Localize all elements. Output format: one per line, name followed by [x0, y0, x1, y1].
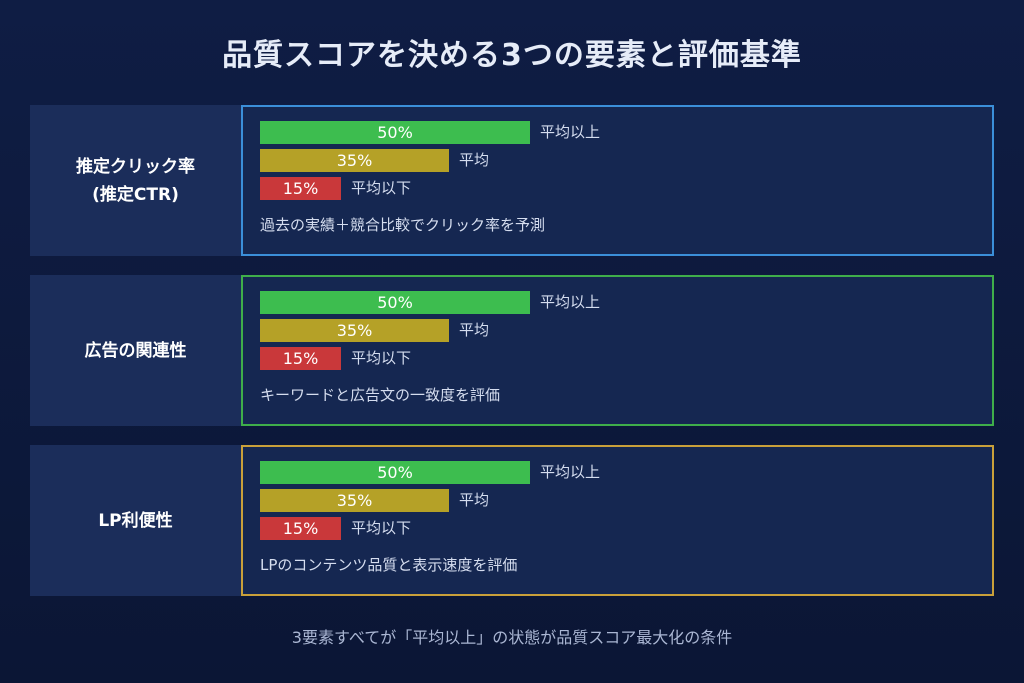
bar-average: 35% [260, 319, 449, 342]
bar-category-label: 平均以下 [351, 519, 412, 537]
bar-value-label: 35% [336, 321, 373, 340]
factor-label-box: 広告の関連性 [30, 275, 241, 426]
factor-panel: 50% 平均以上 35% 平均 15% 平均以下 LPのコンテンツ品質と表示速度… [241, 445, 994, 596]
bar-category-label: 平均以上 [540, 463, 601, 481]
bar-category-label: 平均 [459, 321, 490, 339]
factor-panel: 50% 平均以上 35% 平均 15% 平均以下 過去の実績＋競合比較でクリック… [241, 105, 994, 256]
bar-category-label: 平均 [459, 151, 490, 169]
bar-above-average: 50% [260, 291, 530, 314]
bar-value-label: 50% [377, 293, 413, 312]
bar-average: 35% [260, 149, 449, 172]
bar-above-average: 50% [260, 461, 530, 484]
bar-value-label: 15% [282, 349, 319, 368]
bar-below-average: 15% [260, 517, 341, 540]
bar-above-average: 50% [260, 121, 530, 144]
bar-value-label: 35% [336, 491, 373, 510]
bar-below-average: 15% [260, 177, 341, 200]
factor-description: 過去の実績＋競合比較でクリック率を予測 [260, 216, 546, 234]
factor-label-line: 推定クリック率 [76, 156, 195, 177]
bar-value-label: 35% [336, 151, 373, 170]
bar-category-label: 平均以下 [351, 179, 412, 197]
bar-category-label: 平均以上 [540, 123, 601, 141]
bar-value-label: 15% [282, 179, 319, 198]
bar-category-label: 平均以上 [540, 293, 601, 311]
bar-value-label: 15% [282, 519, 319, 538]
factor-description: キーワードと広告文の一致度を評価 [260, 386, 501, 404]
bar-value-label: 50% [377, 463, 413, 482]
factor-description: LPのコンテンツ品質と表示速度を評価 [260, 556, 518, 574]
factor-label-box: LP利便性 [30, 445, 241, 596]
factor-panel: 50% 平均以上 35% 平均 15% 平均以下 キーワードと広告文の一致度を評… [241, 275, 994, 426]
bar-category-label: 平均 [459, 491, 490, 509]
factor-lp: LP利便性 50% 平均以上 35% 平均 15% 平均以下 LPのコンテンツ品… [30, 445, 994, 596]
bar-average: 35% [260, 489, 449, 512]
bar-category-label: 平均以下 [351, 349, 412, 367]
bar-below-average: 15% [260, 347, 341, 370]
footer-note: 3要素すべてが「平均以上」の状態が品質スコア最大化の条件 [291, 628, 733, 647]
factor-label-line: LP利便性 [98, 510, 173, 531]
bar-value-label: 50% [377, 123, 413, 142]
factor-label-line: (推定CTR) [92, 184, 179, 205]
page-title: 品質スコアを決める3つの要素と評価基準 [222, 38, 802, 73]
factor-label-box: 推定クリック率 (推定CTR) [30, 105, 241, 256]
factor-relevance: 広告の関連性 50% 平均以上 35% 平均 15% 平均以下 キーワードと広告… [30, 275, 994, 426]
factor-label-line: 広告の関連性 [84, 340, 187, 361]
factor-ctr: 推定クリック率 (推定CTR) 50% 平均以上 35% 平均 15% 平均以下… [30, 105, 994, 256]
